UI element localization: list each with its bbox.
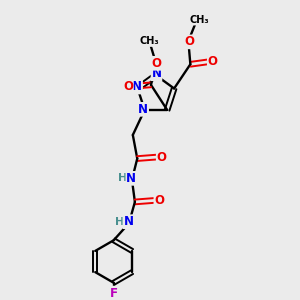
Text: O: O bbox=[184, 35, 194, 48]
Text: F: F bbox=[110, 286, 118, 300]
Text: N: N bbox=[152, 67, 161, 80]
Text: O: O bbox=[123, 80, 133, 93]
Text: H: H bbox=[118, 173, 127, 183]
Text: CH₃: CH₃ bbox=[189, 15, 209, 25]
Text: N: N bbox=[126, 172, 136, 185]
Text: O: O bbox=[208, 55, 218, 68]
Text: O: O bbox=[151, 57, 161, 70]
Text: N: N bbox=[138, 103, 148, 116]
Text: CH₃: CH₃ bbox=[140, 36, 159, 46]
Text: N: N bbox=[123, 215, 134, 228]
Text: N: N bbox=[132, 80, 142, 94]
Text: H: H bbox=[115, 217, 124, 227]
Text: O: O bbox=[157, 151, 167, 164]
Text: O: O bbox=[154, 194, 164, 207]
